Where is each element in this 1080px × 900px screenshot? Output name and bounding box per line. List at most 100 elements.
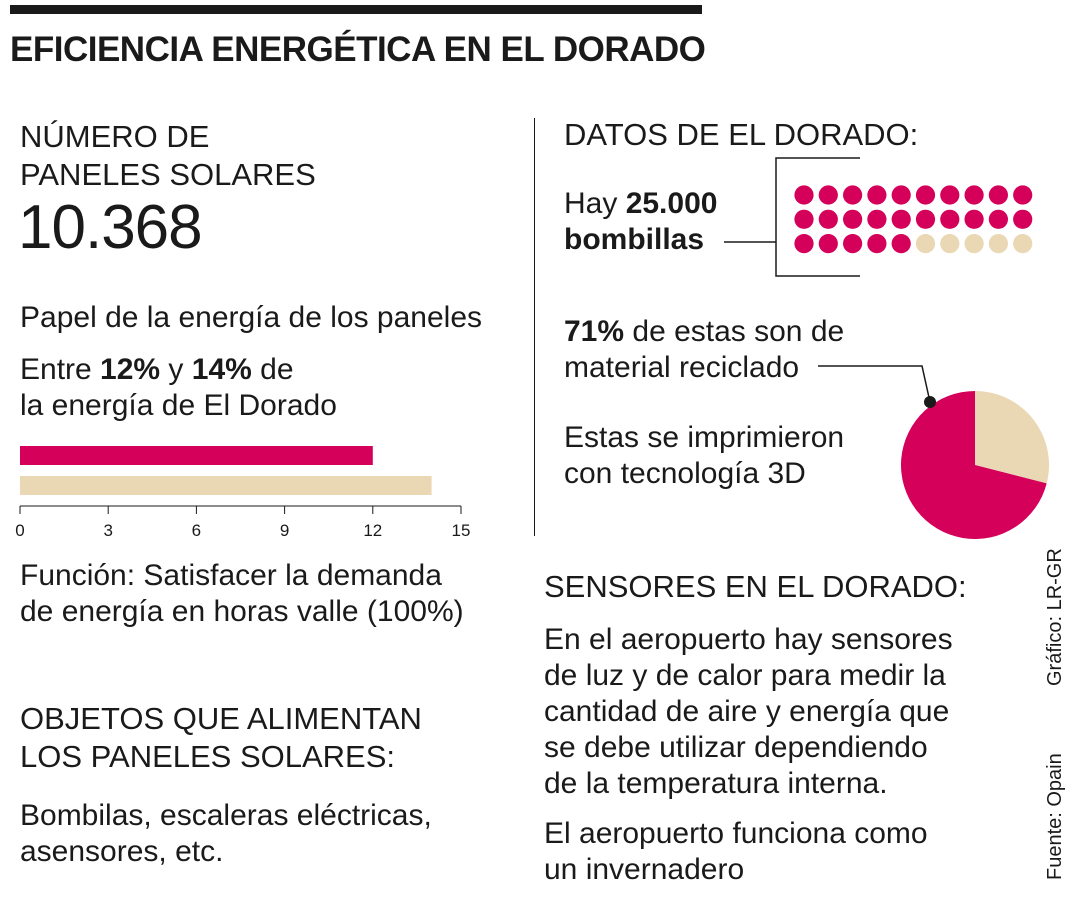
bulb-dot-filled xyxy=(867,234,887,254)
bulbs-text: Hay 25.000 bombillas xyxy=(564,186,717,258)
recycled-text1: de estas son de xyxy=(624,315,845,348)
pie-leader-dot xyxy=(924,396,936,408)
bar-1 xyxy=(20,446,373,465)
energy-bar-chart: 0 3 6 9 12 15 xyxy=(15,446,471,540)
sensores-p1: En el aeropuerto hay sensores de luz y d… xyxy=(544,622,953,802)
x-tick-label-3: 3 xyxy=(103,521,112,540)
sensores-p1-line2: de luz y de calor para medir la xyxy=(544,659,946,692)
sensores-p2: El aeropuerto funciona como un invernade… xyxy=(544,816,928,888)
bulb-dot-empty xyxy=(964,234,984,254)
bulbs-count: 25.000 xyxy=(625,187,718,220)
grafico-credit: Gráfico: LR-GR xyxy=(1044,548,1066,686)
bulb-bracket xyxy=(775,157,860,277)
papel-prefix: Entre xyxy=(20,353,101,386)
papel-heading: Papel de la energía de los paneles xyxy=(20,301,483,334)
objetos-heading-line2: LOS PANELES SOLARES: xyxy=(20,739,396,774)
x-tick-label-12: 12 xyxy=(363,521,382,540)
objetos-text: Bombilas, escaleras eléctricas, asensore… xyxy=(20,798,432,870)
recycled-pie-chart xyxy=(818,365,1049,539)
bulb-dot-empty xyxy=(915,234,936,254)
recycled-line1: 71% de estas son de xyxy=(564,314,844,350)
sensores-p2-line1: El aeropuerto funciona como xyxy=(544,817,928,850)
bulb-dot-filled xyxy=(794,209,814,229)
objetos-heading: OBJETOS QUE ALIMENTAN LOS PANELES SOLARE… xyxy=(20,700,422,776)
objetos-text-line1: Bombilas, escaleras eléctricas, xyxy=(20,799,432,832)
funcion-label: Función: xyxy=(20,559,136,592)
sensores-p2-line2: un invernadero xyxy=(544,853,745,886)
page-title: EFICIENCIA ENERGÉTICA EN EL DORADO xyxy=(10,30,706,69)
paneles-heading-line2: PANELES SOLARES xyxy=(20,157,316,192)
bulbs-line1: Hay 25.000 xyxy=(564,186,717,222)
bulb-dot-filled xyxy=(867,209,887,229)
bulb-dot-filled xyxy=(940,209,960,229)
sensores-p1-line3: cantidad de aire y energía que xyxy=(544,695,950,728)
bulbs-line2: bombillas xyxy=(564,222,717,258)
papel-range-line1: Entre 12% y 14% de xyxy=(20,352,337,388)
bulb-dot-empty xyxy=(988,234,1008,254)
x-tick-label-9: 9 xyxy=(280,521,289,540)
bulb-dot-filled xyxy=(891,234,911,254)
bulb-dot-filled xyxy=(940,185,960,205)
sensores-p1-line5: de la temperatura interna. xyxy=(544,767,888,800)
bulb-dot-filled xyxy=(794,185,814,205)
sensores-p1-line4: se debe utilizar dependiendo xyxy=(544,731,928,764)
paneles-heading-line1: NÚMERO DE xyxy=(20,119,210,154)
papel-high: 14% xyxy=(191,353,252,386)
bulb-dot-filled xyxy=(818,234,838,254)
recycled-line2: material reciclado xyxy=(564,351,800,384)
hay-label: Hay xyxy=(564,187,626,220)
papel-middle: y xyxy=(160,353,192,386)
bulb-dot-filled xyxy=(867,185,887,205)
column-divider xyxy=(534,118,535,536)
printed-line1: Estas se imprimieron xyxy=(564,421,845,454)
bulb-dot-filled xyxy=(794,234,814,254)
bulb-dot-filled xyxy=(818,209,838,229)
x-tick-label-15: 15 xyxy=(452,521,471,540)
printed-line2: con tecnología 3D xyxy=(564,457,806,490)
bulb-dot-filled xyxy=(988,185,1008,205)
bulb-dot-filled xyxy=(1013,209,1033,229)
paneles-heading: NÚMERO DE PANELES SOLARES xyxy=(20,118,316,194)
objetos-heading-line1: OBJETOS QUE ALIMENTAN xyxy=(20,701,422,736)
bulb-dot-filled xyxy=(1013,185,1033,205)
bulb-dot-filled xyxy=(891,185,911,205)
x-tick-label-0: 0 xyxy=(15,521,24,540)
sensores-heading: SENSORES EN EL DORADO: xyxy=(544,569,967,604)
bulbs-word: bombillas xyxy=(564,223,705,256)
funcion-line2: de energía en horas valle (100%) xyxy=(20,595,464,628)
bulb-dot-filled xyxy=(915,185,936,205)
panel-count: 10.368 xyxy=(18,193,203,262)
papel-range: Entre 12% y 14% de la energía de El Dora… xyxy=(20,352,337,424)
pie-slice-1 xyxy=(901,391,1047,539)
bulb-dot-filled xyxy=(988,209,1008,229)
funcion-block: Función: Satisfacer la demanda de energí… xyxy=(20,558,464,630)
printed-text: Estas se imprimieron con tecnología 3D xyxy=(564,420,844,492)
top-rule xyxy=(10,5,702,14)
datos-heading: DATOS DE EL DORADO: xyxy=(564,117,919,152)
bulb-dot-filled xyxy=(843,209,863,229)
bulb-dot-filled xyxy=(964,185,984,205)
bulb-dot-filled xyxy=(915,209,936,229)
bulb-dot-filled xyxy=(964,209,984,229)
bulb-dot-filled xyxy=(843,185,863,205)
funcion-text1: Satisfacer la demanda xyxy=(135,559,442,592)
papel-suffix: de xyxy=(251,353,294,386)
bulb-dot-empty xyxy=(1013,234,1033,254)
pie-slice-2 xyxy=(975,391,1049,484)
x-tick-label-6: 6 xyxy=(192,521,201,540)
sensores-p1-line1: En el aeropuerto hay sensores xyxy=(544,623,953,656)
bulb-dot-filled xyxy=(891,209,911,229)
recycled-text: 71% de estas son de material reciclado xyxy=(564,314,844,386)
funcion-line1: Función: Satisfacer la demanda xyxy=(20,558,464,594)
bulb-dot-filled xyxy=(818,185,838,205)
papel-range-line2: la energía de El Dorado xyxy=(20,389,337,422)
papel-low: 12% xyxy=(100,353,161,386)
bulb-dot-grid xyxy=(724,157,1033,277)
bulb-dot-empty xyxy=(940,234,960,254)
fuente-credit: Fuente: Opain xyxy=(1044,753,1066,880)
recycled-pct: 71% xyxy=(564,315,625,348)
bar-2 xyxy=(20,476,432,495)
pie-leader-line xyxy=(818,365,931,403)
objetos-text-line2: asensores, etc. xyxy=(20,835,224,868)
bulb-dot-filled xyxy=(843,234,863,254)
